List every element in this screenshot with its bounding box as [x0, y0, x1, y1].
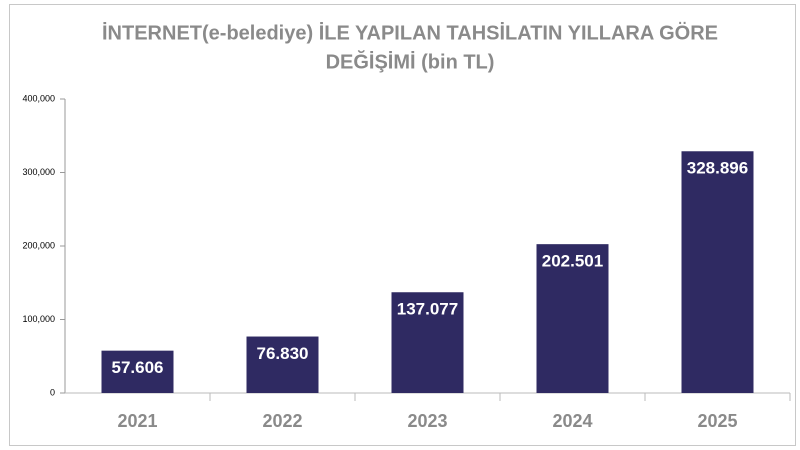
x-tick-label: 2023 [407, 411, 447, 431]
data-label: 328.896 [687, 159, 748, 178]
chart-title: DEĞİŞİMİ (bin TL) [326, 49, 495, 73]
chart-title: İNTERNET(e-belediye) İLE YAPILAN TAHSİLA… [102, 21, 718, 44]
y-tick-label: 0 [50, 387, 55, 397]
bar [101, 350, 174, 393]
y-tick-label: 300,000 [22, 167, 55, 177]
data-label: 202.501 [542, 252, 603, 271]
y-tick-label: 100,000 [22, 314, 55, 324]
x-tick-label: 2022 [262, 411, 302, 431]
data-label: 57.606 [112, 358, 164, 377]
data-label: 137.077 [397, 300, 458, 319]
x-tick-label: 2021 [117, 411, 157, 431]
data-label: 76.830 [257, 344, 309, 363]
bar [246, 336, 319, 393]
y-tick-label: 200,000 [22, 240, 55, 250]
bar [391, 292, 464, 393]
x-tick-label: 2025 [697, 411, 737, 431]
bar [536, 244, 609, 393]
bar [681, 151, 754, 393]
y-tick-label: 400,000 [22, 93, 55, 103]
x-tick-label: 2024 [552, 411, 592, 431]
